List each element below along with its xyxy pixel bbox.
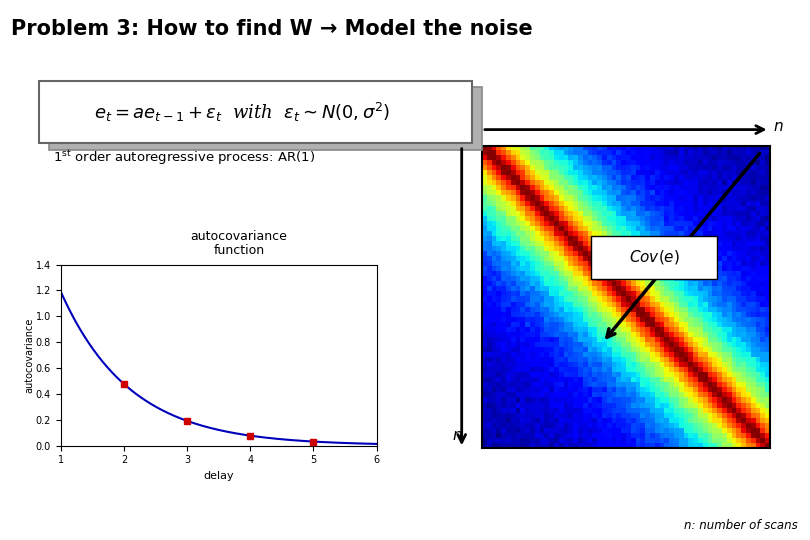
X-axis label: delay: delay xyxy=(203,471,234,481)
Text: $e_t = ae_{t-1} + \varepsilon_t$  with  $\varepsilon_t \sim N(0,\sigma^2)$: $e_t = ae_{t-1} + \varepsilon_t$ with $\… xyxy=(94,100,390,124)
Text: 1$^{\mathrm{st}}$ order autoregressive process: AR(1): 1$^{\mathrm{st}}$ order autoregressive p… xyxy=(53,148,315,167)
Text: n: n xyxy=(453,428,463,443)
Text: $Cov(e)$: $Cov(e)$ xyxy=(629,248,680,266)
Text: n: number of scans: n: number of scans xyxy=(684,519,798,532)
Text: autocovariance
function: autocovariance function xyxy=(190,230,288,258)
Text: Problem 3: How to find W → Model the noise: Problem 3: How to find W → Model the noi… xyxy=(11,19,532,39)
Y-axis label: autocovariance: autocovariance xyxy=(24,318,34,393)
Text: n: n xyxy=(774,119,783,134)
